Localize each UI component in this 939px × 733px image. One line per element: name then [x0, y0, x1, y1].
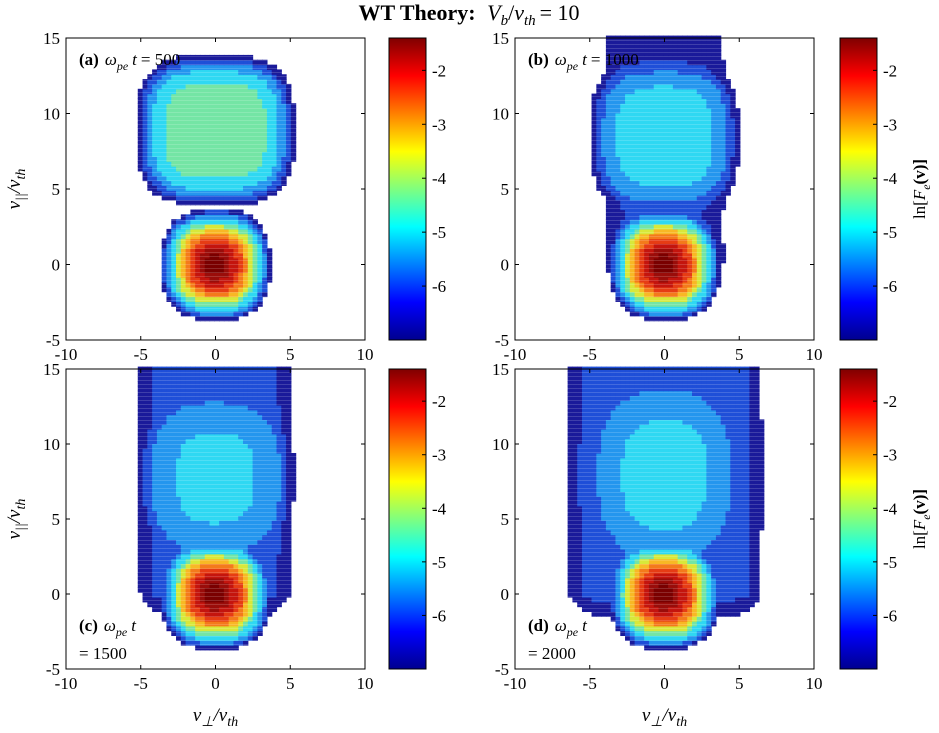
y-tick-label: -5	[495, 331, 509, 350]
colorbar-tick-label: -5	[883, 223, 897, 242]
x-tick-label: 5	[735, 345, 744, 364]
x-tick-label: 10	[357, 345, 374, 364]
colorbar-gradient	[839, 37, 878, 341]
y-tick-label: 0	[52, 585, 61, 604]
colorbar-c: -2 -3 -4 -5 -6	[388, 368, 447, 670]
x-tick-label: 5	[286, 674, 295, 693]
colorbar-tick-label: -5	[432, 223, 446, 242]
panel-label-b: (b) ωpe t = 1000	[528, 50, 639, 73]
x-tick-label: 5	[286, 345, 295, 364]
y-tick-label: 10	[43, 105, 60, 124]
colorbar-gradient	[388, 37, 427, 341]
stripe-overlay-b	[515, 38, 814, 340]
y-tick-label: 5	[52, 180, 61, 199]
x-tick-label: 10	[357, 674, 374, 693]
colorbar-tick-label: -4	[883, 169, 898, 188]
x-tick-label: -10	[55, 674, 78, 693]
colorbar-tick-label: -5	[432, 553, 446, 572]
x-axis-label: v⊥/vth	[193, 705, 238, 730]
colorbar-tick-label: -4	[432, 169, 447, 188]
colorbar-a: -2 -3 -4 -5 -6	[388, 37, 447, 341]
x-tick-label: 0	[211, 345, 220, 364]
y-axis-label: v||/vth	[4, 499, 29, 540]
x-tick-label: -5	[134, 674, 148, 693]
x-tick-label: -5	[583, 345, 597, 364]
y-tick-label: -5	[46, 331, 60, 350]
x-tick-label: 0	[660, 345, 669, 364]
x-tick-label: -5	[134, 345, 148, 364]
panel-label-a: (a) ωpe t = 500	[79, 50, 180, 73]
x-tick-label: 10	[806, 345, 823, 364]
colorbar-tick-label: -3	[883, 115, 897, 134]
colorbar-b: -2 -3 -4 -5 -6 ln[Fe(v)]	[839, 37, 933, 341]
y-axis-label: v||/vth	[4, 169, 29, 210]
y-tick-label: 0	[501, 256, 510, 275]
colorbar-tick-label: -6	[432, 606, 446, 625]
figure-title: WT Theory: Vb/vth = 10	[358, 0, 579, 29]
y-tick-label: 5	[52, 510, 61, 529]
x-tick-label: -10	[504, 345, 527, 364]
y-tick-label: 0	[52, 256, 61, 275]
y-tick-label: 10	[492, 105, 509, 124]
y-tick-label: 15	[492, 29, 509, 48]
colorbar-tick-label: -6	[432, 277, 446, 296]
colorbar-tick-label: -2	[883, 61, 897, 80]
y-tick-label: 15	[43, 29, 60, 48]
panel-label-c: (c) ωpe t	[79, 616, 137, 639]
colorbar-gradient	[388, 368, 427, 670]
x-tick-label: -10	[55, 345, 78, 364]
colorbar-tick-label: -4	[432, 499, 447, 518]
colorbar-tick-label: -3	[432, 446, 446, 465]
y-tick-label: 5	[501, 180, 510, 199]
colorbar-tick-label: -3	[432, 115, 446, 134]
colorbar-tick-label: -6	[883, 277, 897, 296]
y-tick-label: 15	[43, 360, 60, 379]
x-tick-label: 0	[211, 674, 220, 693]
colorbar-tick-label: -2	[432, 392, 446, 411]
stripe-overlay-a	[66, 38, 365, 340]
y-tick-label: 10	[43, 435, 60, 454]
stripe-overlay-c	[66, 369, 365, 669]
colorbar-label: ln[Fe(v)]	[910, 159, 933, 219]
colorbar-tick-label: -2	[432, 61, 446, 80]
y-tick-label: -5	[46, 660, 60, 679]
panel-value-c: = 1500	[79, 644, 127, 663]
